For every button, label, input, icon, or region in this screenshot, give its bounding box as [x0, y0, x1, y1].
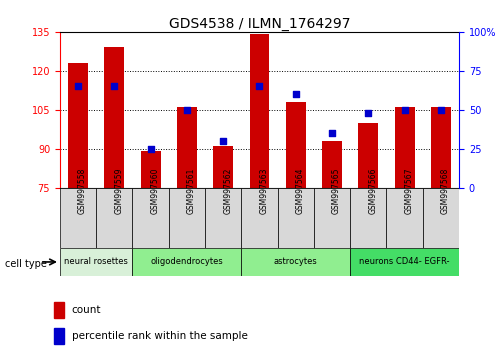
Bar [96, 188, 132, 248]
Bar [54, 328, 64, 344]
Text: percentile rank within the sample: percentile rank within the sample [72, 331, 248, 341]
Bar [132, 188, 169, 248]
Point [255, 84, 263, 89]
Text: astrocytes: astrocytes [274, 257, 318, 267]
Point [219, 138, 227, 144]
Text: GSM997565: GSM997565 [332, 167, 341, 214]
Point [364, 110, 372, 116]
Text: GSM997568: GSM997568 [441, 167, 450, 214]
Bar [242, 248, 350, 276]
Point [74, 84, 82, 89]
Bar [431, 107, 451, 188]
Point [110, 84, 118, 89]
Bar [423, 188, 459, 248]
Bar [177, 107, 197, 188]
Bar [169, 188, 205, 248]
Bar [68, 63, 88, 188]
Bar [132, 248, 242, 276]
Bar [387, 188, 423, 248]
Point [401, 107, 409, 113]
Text: GSM997566: GSM997566 [368, 167, 377, 214]
Bar [250, 34, 269, 188]
Text: GSM997559: GSM997559 [114, 167, 123, 214]
Point [292, 91, 300, 97]
Bar [395, 107, 415, 188]
Text: neural rosettes: neural rosettes [64, 257, 128, 267]
Bar [60, 188, 96, 248]
Bar [54, 302, 64, 318]
Text: GSM997558: GSM997558 [78, 167, 87, 214]
Point [183, 107, 191, 113]
Bar [322, 141, 342, 188]
Text: neurons CD44- EGFR-: neurons CD44- EGFR- [359, 257, 450, 267]
Text: GSM997567: GSM997567 [405, 167, 414, 214]
Title: GDS4538 / ILMN_1764297: GDS4538 / ILMN_1764297 [169, 17, 350, 31]
Text: count: count [72, 305, 101, 315]
Bar [213, 146, 233, 188]
Point [147, 146, 155, 152]
Text: GSM997561: GSM997561 [187, 167, 196, 214]
Bar [350, 248, 459, 276]
Text: GSM997564: GSM997564 [296, 167, 305, 214]
Text: oligodendrocytes: oligodendrocytes [151, 257, 223, 267]
Bar [60, 248, 132, 276]
Bar [350, 188, 387, 248]
Bar [286, 102, 306, 188]
Text: GSM997562: GSM997562 [223, 167, 232, 214]
Bar [104, 47, 124, 188]
Bar [314, 188, 350, 248]
Bar [205, 188, 242, 248]
Bar [242, 188, 277, 248]
Bar [358, 123, 378, 188]
Text: cell type: cell type [5, 259, 47, 269]
Text: GSM997563: GSM997563 [259, 167, 268, 214]
Text: GSM997560: GSM997560 [151, 167, 160, 214]
Bar [277, 188, 314, 248]
Bar [141, 151, 161, 188]
Point [328, 130, 336, 136]
Point [437, 107, 445, 113]
